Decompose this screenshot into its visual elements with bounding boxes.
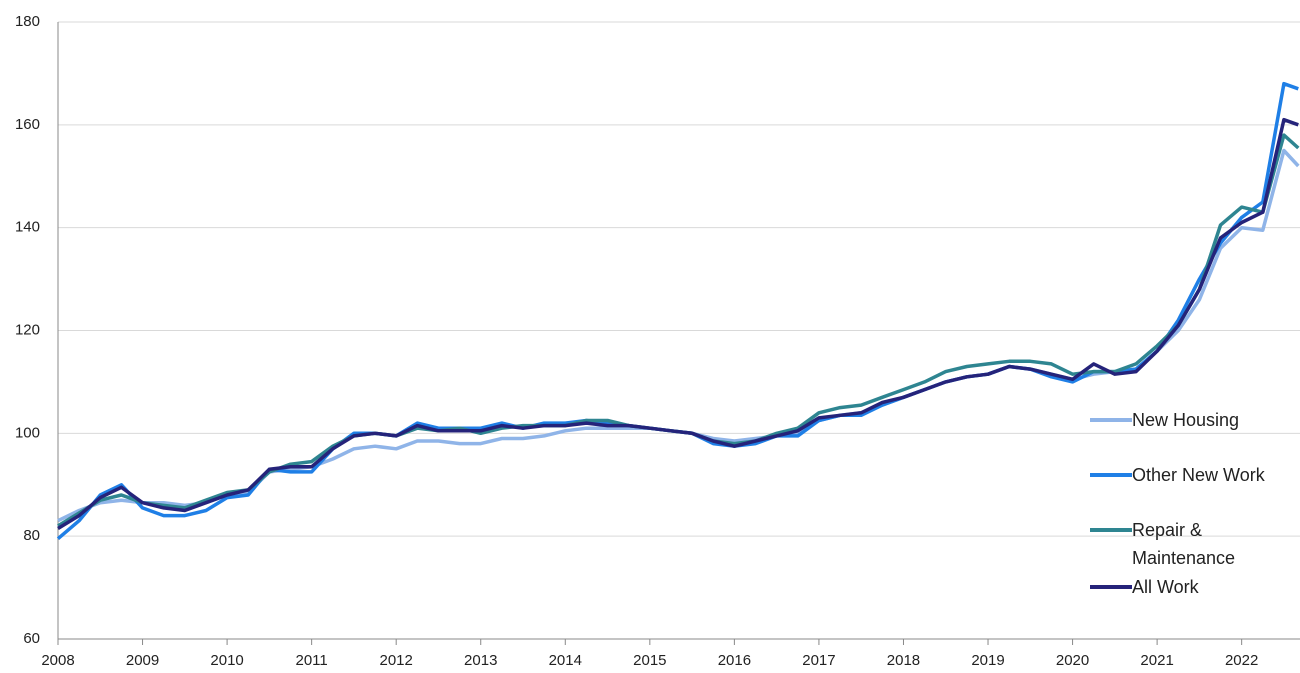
legend-label: Other New Work [1132,465,1265,485]
x-tick-label: 2009 [126,652,159,669]
x-tick-label: 2018 [887,652,920,669]
legend-swatch [1090,418,1132,422]
y-tick-label: 60 [23,630,40,647]
legend-swatch [1090,528,1132,532]
x-tick-label: 2014 [549,652,582,669]
x-tick-label: 2011 [296,652,328,669]
legend-entry: Other New Work [1090,461,1297,489]
x-tick-label: 2012 [380,652,413,669]
legend-label: Repair & Maintenance [1132,520,1236,568]
y-tick-label: 120 [15,321,40,338]
x-tick-label: 2013 [464,652,497,669]
legend-entry: Repair & Maintenance [1090,516,1297,572]
legend-swatch [1090,585,1132,589]
x-tick-label: 2016 [718,652,751,669]
x-tick-label: 2015 [633,652,666,669]
x-tick-label: 2017 [802,652,835,669]
legend-label: All Work [1132,577,1199,597]
y-tick-label: 140 [15,219,40,236]
y-tick-label: 100 [15,424,40,441]
x-tick-label: 2020 [1056,652,1089,669]
y-tick-label: 80 [23,527,40,544]
x-tick-label: 2022 [1225,652,1258,669]
series-line [57,117,1299,530]
legend-swatch [1090,473,1132,477]
x-tick-label: 2008 [41,652,74,669]
y-tick-label: 180 [15,13,40,30]
legend-entry: New Housing [1090,406,1297,434]
x-tick-label: 2019 [971,652,1004,669]
legend-label: New Housing [1132,410,1240,430]
y-tick-label: 160 [15,116,40,133]
x-tick-label: 2010 [210,652,243,669]
x-tick-label: 2021 [1140,652,1173,669]
legend-entry: All Work [1090,573,1297,601]
